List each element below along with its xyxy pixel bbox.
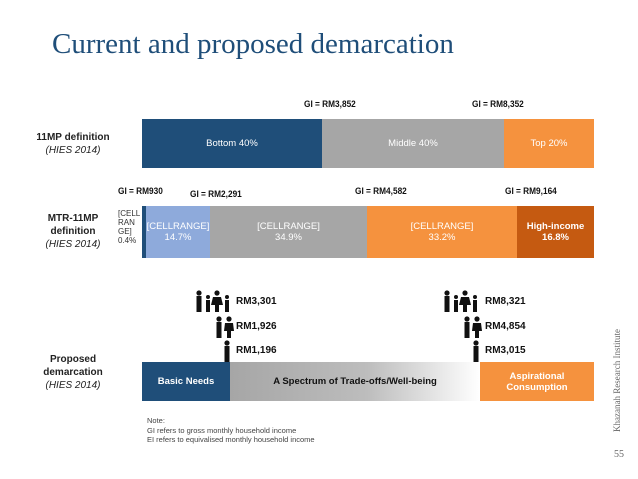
segment-label: Middle 40% bbox=[388, 138, 438, 149]
segment-label: [CELLRANGE] bbox=[410, 221, 474, 232]
segment-b40-lower: [CELLRANGE] 14.7% bbox=[146, 206, 210, 258]
amount-label: RM3,301 bbox=[236, 296, 277, 307]
segment-label-part: [CELL bbox=[118, 209, 141, 218]
segment-label: High-income bbox=[526, 221, 585, 232]
threshold-label: GI = RM2,291 bbox=[190, 189, 242, 199]
segment-upper-middle: [CELLRANGE] 33.2% bbox=[367, 206, 517, 258]
segment-value: 34.9% bbox=[275, 232, 302, 243]
threshold-label: GI = RM930 bbox=[118, 186, 163, 196]
row-label-proposed: Proposed demarcation (HIES 2014) bbox=[28, 353, 118, 392]
footnote-line: GI refers to gross monthly household inc… bbox=[147, 425, 297, 435]
person-icon bbox=[471, 340, 481, 367]
segment-label: Bottom 40% bbox=[206, 138, 258, 149]
row-label-11mp-sub: (HIES 2014) bbox=[45, 145, 101, 156]
bar-proposed: Basic Needs A Spectrum of Trade-offs/Wel… bbox=[142, 362, 594, 401]
segment-value: 14.7% bbox=[164, 232, 192, 243]
segment-label-part: GE] bbox=[118, 227, 132, 236]
page-title: Current and proposed demarcation bbox=[52, 28, 454, 60]
segment-label: [CELLRANGE] bbox=[146, 221, 210, 232]
amount-label: RM4,854 bbox=[485, 321, 526, 332]
footnote-heading: Note: bbox=[147, 416, 165, 425]
row-label-proposed-title-b: demarcation bbox=[43, 367, 103, 378]
segment-label: Basic Needs bbox=[157, 376, 215, 387]
segment-label: Top 20% bbox=[530, 138, 568, 149]
bar-mtr: [CELLRANGE] 14.7% [CELLRANGE] 34.9% [CEL… bbox=[142, 206, 594, 258]
segment-basic-needs: Basic Needs bbox=[142, 362, 230, 401]
segment-label: A Spectrum of Trade-offs/Well-being bbox=[273, 376, 437, 387]
segment-trade-offs: A Spectrum of Trade-offs/Well-being bbox=[230, 362, 480, 401]
amount-label: RM1,196 bbox=[236, 345, 277, 356]
threshold-label: GI = RM8,352 bbox=[472, 99, 524, 109]
row-label-mtr: MTR-11MP definition (HIES 2014) bbox=[28, 212, 118, 251]
segment-bottom-40: Bottom 40% bbox=[142, 119, 322, 168]
threshold-label: GI = RM4,582 bbox=[355, 186, 407, 196]
footnote-line: EI refers to equivalised monthly househo… bbox=[147, 435, 315, 444]
footnote: Note: GI refers to gross monthly househo… bbox=[147, 416, 315, 445]
segment-label: Consumption bbox=[506, 381, 568, 393]
row-label-mtr-sub: (HIES 2014) bbox=[45, 239, 101, 250]
segment-label: [CELLRANGE] bbox=[257, 221, 320, 232]
segment-value: 16.8% bbox=[542, 232, 569, 243]
source-credit: Khazanah Research Institute bbox=[612, 329, 622, 432]
segment-label-part: RAN bbox=[118, 218, 135, 227]
segment-top-20: Top 20% bbox=[504, 119, 594, 168]
segment-aspirational: Aspirational Consumption bbox=[480, 362, 594, 401]
row-label-mtr-title-a: MTR-11MP bbox=[47, 213, 99, 224]
segment-label-tiny: [CELL RAN GE] 0.4% bbox=[118, 209, 140, 245]
page-number: 55 bbox=[614, 449, 624, 460]
row-label-11mp: 11MP definition (HIES 2014) bbox=[28, 131, 118, 157]
family-icon bbox=[194, 290, 234, 317]
segment-label: Aspirational bbox=[509, 370, 565, 382]
row-label-proposed-title-a: Proposed bbox=[49, 354, 97, 365]
couple-icon bbox=[214, 316, 234, 343]
amount-label: RM8,321 bbox=[485, 296, 526, 307]
segment-middle: [CELLRANGE] 34.9% bbox=[210, 206, 367, 258]
segment-value: 0.4% bbox=[118, 236, 137, 245]
threshold-label: GI = RM9,164 bbox=[505, 186, 557, 196]
segment-lowest bbox=[142, 206, 146, 258]
row-label-11mp-title: 11MP definition bbox=[36, 132, 110, 143]
threshold-label: GI = RM3,852 bbox=[304, 99, 356, 109]
segment-middle-40: Middle 40% bbox=[322, 119, 504, 168]
bar-11mp: Bottom 40% Middle 40% Top 20% bbox=[142, 119, 594, 168]
family-icon bbox=[442, 290, 482, 317]
amount-label: RM3,015 bbox=[485, 345, 526, 356]
couple-icon bbox=[462, 316, 482, 343]
row-label-proposed-sub: (HIES 2014) bbox=[45, 380, 101, 391]
segment-value: 33.2% bbox=[428, 232, 456, 243]
person-icon bbox=[222, 340, 232, 367]
amount-label: RM1,926 bbox=[236, 321, 277, 332]
row-label-mtr-title-b: definition bbox=[50, 226, 96, 237]
segment-high-income: High-income 16.8% bbox=[517, 206, 594, 258]
